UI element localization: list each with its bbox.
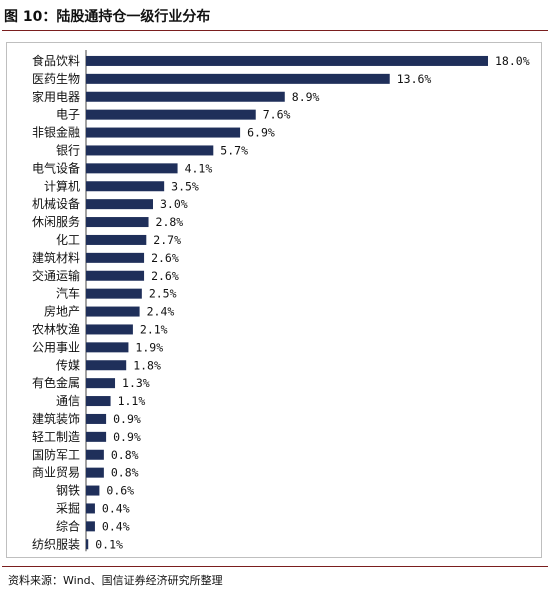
bar [86, 234, 147, 245]
data-label: 1.1% [118, 394, 146, 408]
chart-frame: 食品饮料 18.0% 医药生物 13.6% 家用电器 8.9% 电子 7.6% 非银金融 6.9%… [6, 42, 542, 558]
bar [86, 270, 145, 281]
title-rule [2, 30, 548, 31]
bar [86, 360, 127, 371]
bar [86, 378, 116, 389]
bar [86, 467, 104, 478]
category-label: 公用事业 [32, 340, 80, 354]
data-label: 0.9% [113, 412, 141, 426]
category-label: 房地产 [44, 304, 80, 319]
data-label: 1.9% [135, 340, 163, 354]
data-label: 1.8% [133, 358, 161, 372]
bar [86, 413, 107, 424]
bar [86, 521, 95, 532]
bar [86, 163, 178, 174]
bar [86, 73, 390, 84]
data-label: 2.4% [147, 305, 175, 319]
category-label: 交通运输 [32, 268, 80, 283]
category-label: 化工 [56, 233, 80, 247]
category-label: 有色金属 [32, 375, 80, 390]
category-label: 钢铁 [56, 484, 80, 498]
data-label: 2.1% [140, 322, 168, 336]
data-label: 0.4% [102, 501, 130, 515]
category-label: 建筑装饰 [32, 411, 80, 426]
category-label: 轻工制造 [32, 430, 80, 444]
data-label: 8.9% [292, 90, 320, 104]
data-label: 2.8% [156, 215, 184, 229]
bar [86, 127, 241, 138]
bar [86, 342, 129, 353]
bar [86, 55, 488, 66]
category-label: 纺织服装 [32, 537, 80, 551]
category-label: 计算机 [44, 178, 80, 193]
category-label: 商业贸易 [32, 465, 80, 480]
data-label: 4.1% [185, 161, 213, 175]
category-label: 国防军工 [32, 447, 80, 462]
category-label: 通信 [56, 394, 80, 408]
data-label: 6.9% [247, 126, 275, 140]
bar [86, 145, 214, 156]
data-label: 5.7% [220, 143, 248, 157]
data-label: 0.6% [106, 484, 134, 498]
bar [86, 449, 104, 460]
bar [86, 199, 153, 210]
data-label: 0.1% [95, 537, 123, 551]
data-label: 7.6% [263, 108, 291, 122]
bar [86, 109, 256, 120]
bar [86, 324, 133, 335]
category-label: 机械设备 [32, 196, 80, 211]
data-label: 2.6% [151, 251, 179, 265]
category-label: 采掘 [56, 500, 80, 515]
category-label: 医药生物 [32, 72, 80, 86]
data-label: 0.8% [111, 448, 139, 462]
category-label: 建筑材料 [32, 250, 80, 265]
data-label: 0.9% [113, 430, 141, 444]
category-label: 家用电器 [32, 89, 80, 104]
data-label: 1.3% [122, 376, 150, 390]
category-label: 休闲服务 [32, 214, 80, 229]
data-label: 13.6% [397, 72, 432, 86]
bar [86, 431, 107, 442]
data-label: 18.0% [495, 54, 530, 68]
bar [86, 485, 100, 496]
bar [86, 288, 142, 299]
source-rule [2, 566, 548, 567]
category-label: 银行 [56, 143, 80, 157]
category-label: 农林牧渔 [32, 322, 80, 336]
figure-title: 图 10：陆股通持仓一级行业分布 [4, 9, 211, 25]
bar [86, 217, 149, 228]
bar [86, 503, 95, 514]
category-label: 传媒 [56, 357, 80, 372]
bar [86, 539, 89, 550]
data-label: 3.0% [160, 197, 188, 211]
category-label: 非银金融 [32, 125, 80, 140]
bar [86, 306, 140, 317]
bar [86, 252, 145, 263]
category-label: 电气设备 [32, 160, 80, 175]
bar-chart: 食品饮料 18.0% 医药生物 13.6% 家用电器 8.9% 电子 7.6% 非银金融 6.9%… [32, 50, 530, 551]
category-label: 食品饮料 [32, 53, 80, 68]
bar [86, 396, 111, 407]
bar [86, 91, 285, 102]
source-note: 资料来源：Wind、国信证券经济研究所整理 [8, 574, 223, 587]
data-label: 0.8% [111, 466, 139, 480]
category-label: 汽车 [56, 286, 80, 301]
data-label: 3.5% [171, 179, 199, 193]
category-label: 综合 [56, 518, 80, 533]
category-label: 电子 [56, 108, 80, 122]
data-label: 2.5% [149, 287, 177, 301]
data-label: 0.4% [102, 519, 130, 533]
data-label: 2.7% [153, 233, 181, 247]
bar [86, 181, 165, 192]
data-label: 2.6% [151, 269, 179, 283]
